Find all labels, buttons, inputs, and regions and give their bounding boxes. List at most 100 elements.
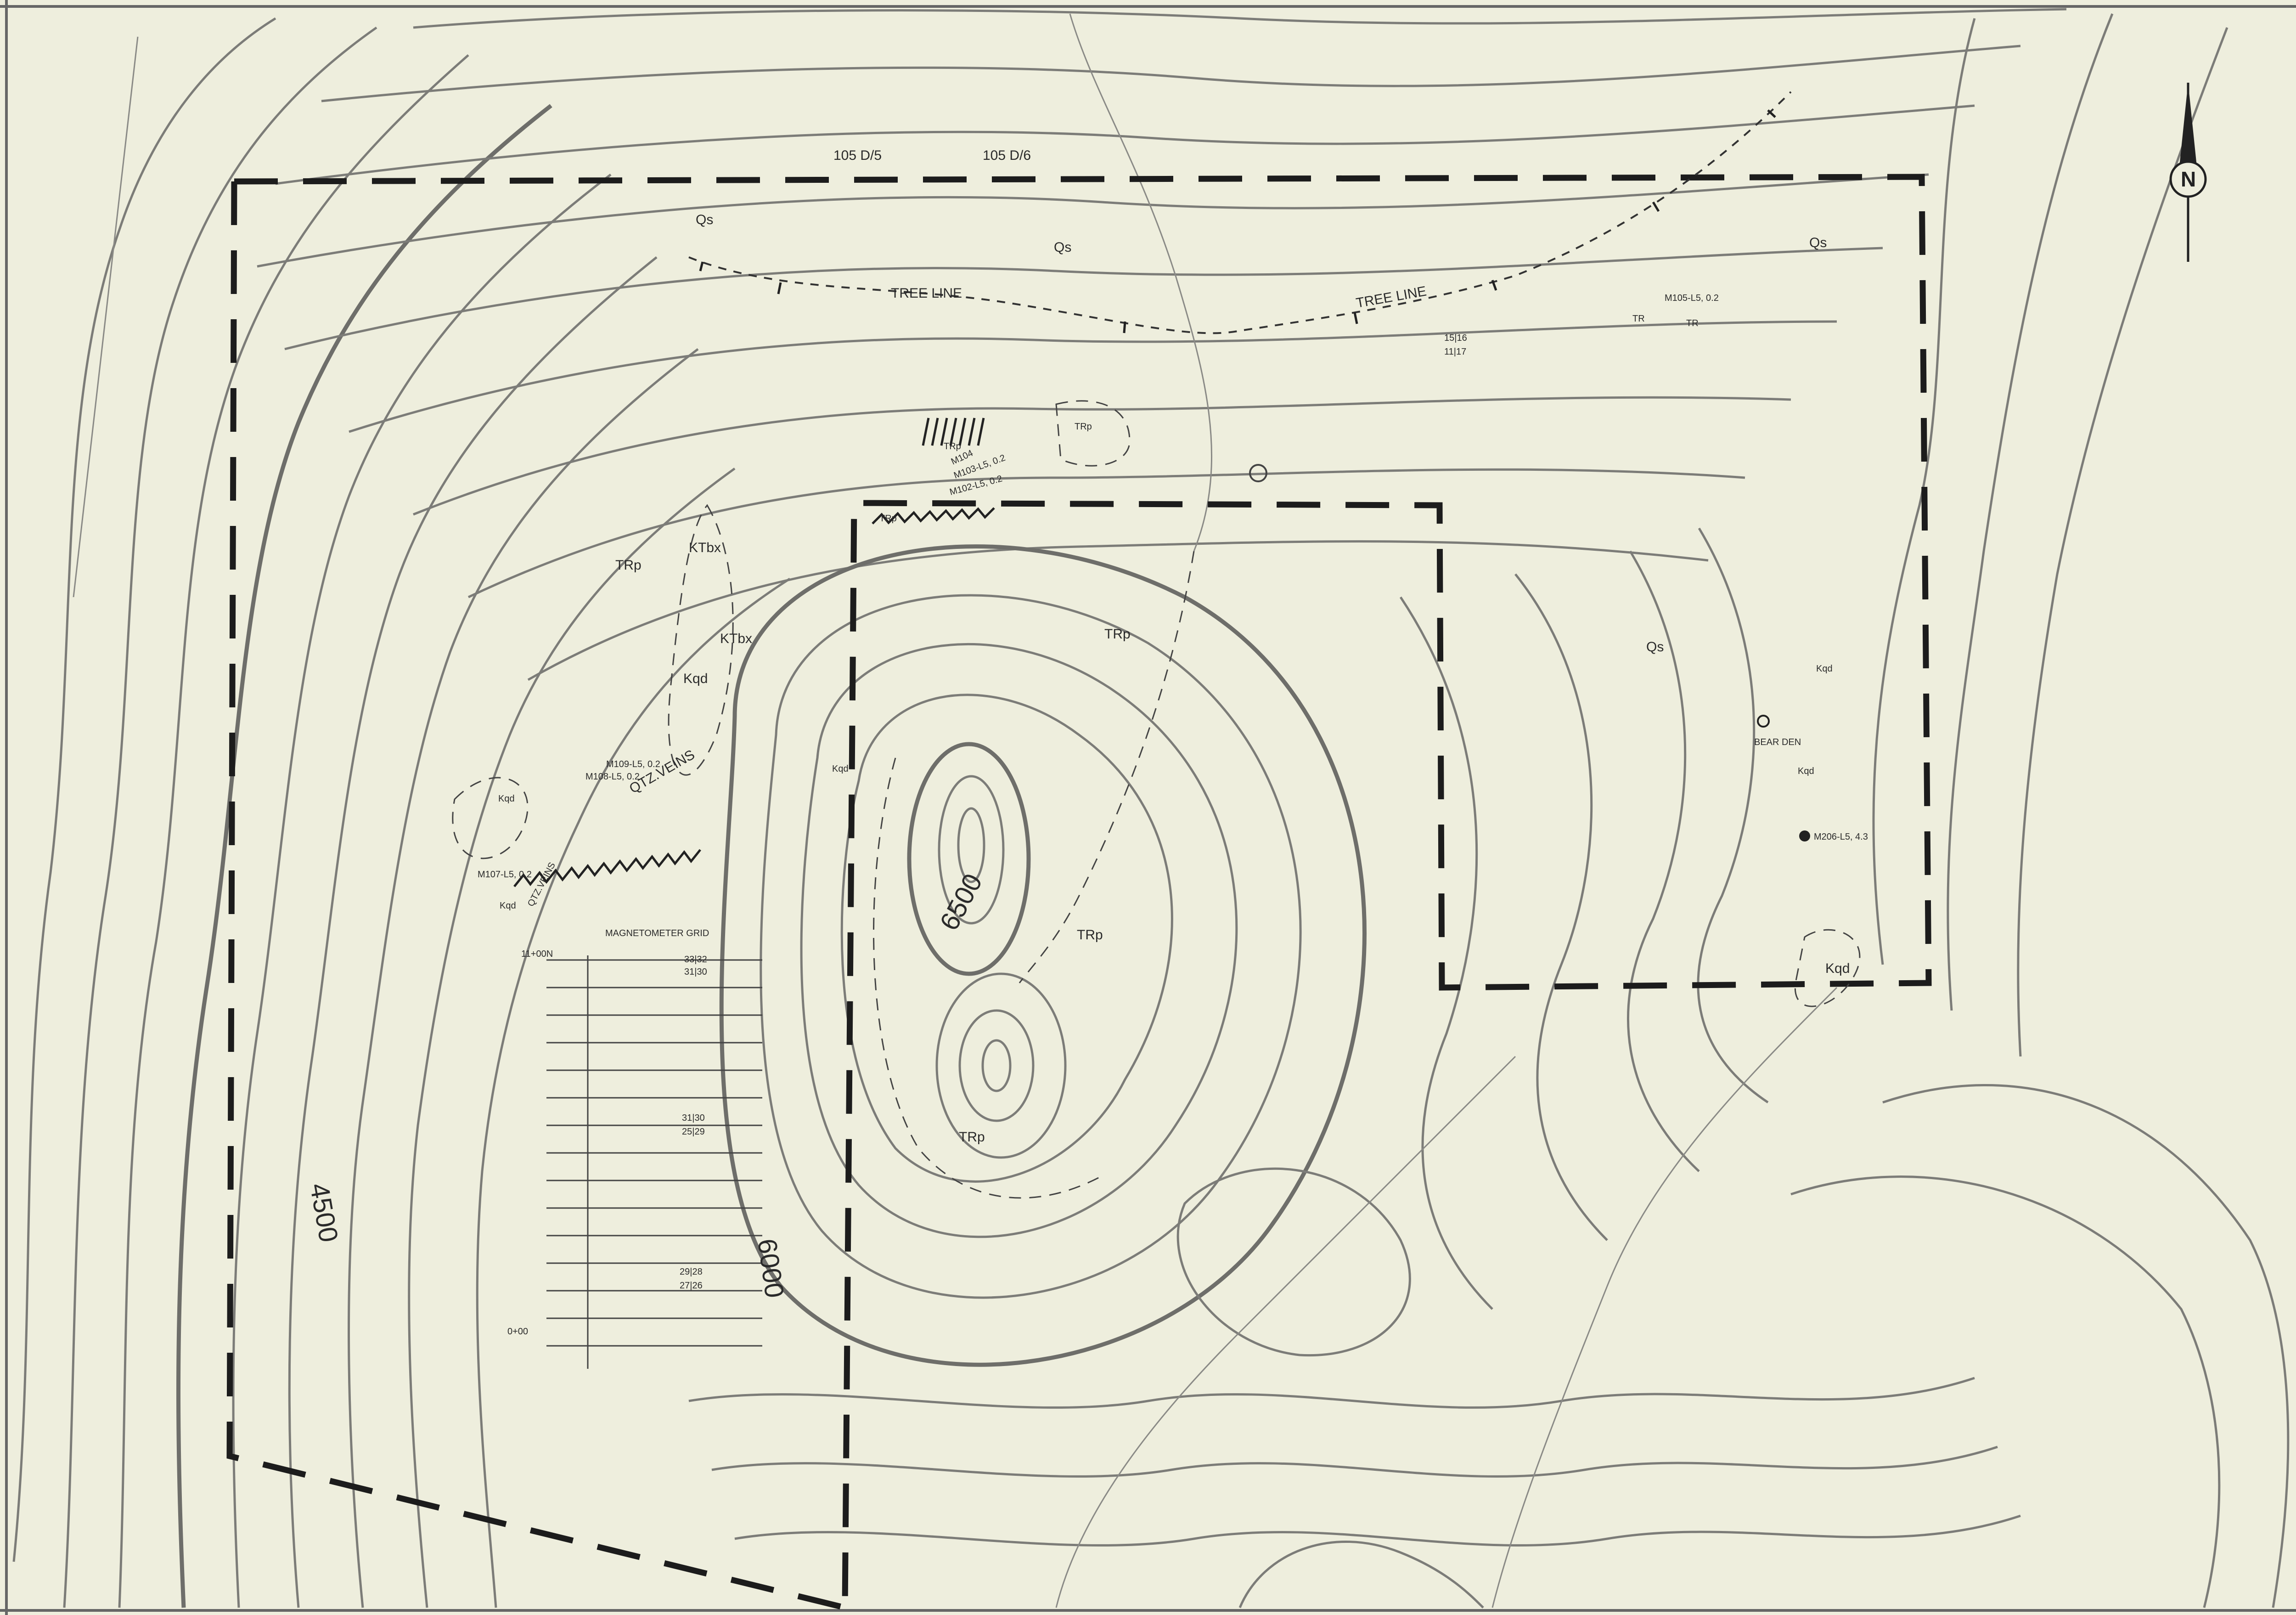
tree-tick <box>699 261 704 271</box>
unit-label-trp: TRp <box>959 1129 985 1145</box>
contour-line <box>349 320 1837 433</box>
unit-label-qs: Qs <box>1646 639 1664 655</box>
unit-label-kqd: Kqd <box>832 764 849 774</box>
tree-tick <box>1353 312 1358 324</box>
contour-line <box>63 26 377 1608</box>
contour-summit-2 <box>958 1009 1035 1122</box>
sample-label: M206-L5, 4.3 <box>1814 832 1868 842</box>
contours-west <box>12 17 791 1608</box>
contour-line <box>1627 550 1700 1172</box>
unit-label-tr: TR <box>1686 318 1699 328</box>
tree-line-path <box>688 91 1792 334</box>
unit-label-kqd: Kqd <box>683 671 708 686</box>
unit-label-ktbx: KTbx <box>720 631 752 646</box>
qtz-vein-trace <box>872 507 995 525</box>
stream <box>73 36 139 598</box>
contours-north <box>257 8 2067 681</box>
contour-index-6000 <box>719 544 1367 1367</box>
contour-line <box>1872 18 1976 965</box>
contour-line <box>711 1446 1998 1478</box>
grid-station-label: 0+00 <box>507 1327 528 1337</box>
mag-reading: 33|32 <box>684 954 707 965</box>
sample-label: M108-L5, 0.2 <box>585 772 640 782</box>
contour-line <box>1697 527 1769 1104</box>
contour-line <box>413 396 1791 516</box>
unit-label-trp: TRp <box>1077 927 1103 943</box>
north-arrow-circle <box>2169 160 2207 198</box>
contour-summit-2 <box>981 1039 1012 1092</box>
unit-label-qs: Qs <box>1054 240 1071 255</box>
unit-label-trp: TRp <box>1104 627 1131 642</box>
contour-line <box>232 174 612 1608</box>
unit-label-kqd: Kqd <box>1825 961 1850 976</box>
claim-boundary-west <box>226 181 846 1611</box>
contour-index-4500 <box>176 104 552 1608</box>
contour-index-6500 <box>907 742 1031 976</box>
sample-label: M105-L5, 0.2 <box>1665 293 1719 303</box>
north-arrow-label: N <box>2181 167 2196 191</box>
mag-reading: 31|30 <box>682 1113 705 1123</box>
contour-depression <box>1176 1167 1411 1357</box>
bear-den-label: BEAR DEN <box>1754 737 1801 747</box>
tree-line-label: TREE LINE <box>891 286 962 301</box>
tree-tick <box>1767 109 1776 118</box>
contact-trp <box>1055 400 1131 467</box>
drainage <box>73 13 1838 1608</box>
contour-line <box>688 1377 1975 1409</box>
qtz-vein-zone <box>513 418 995 887</box>
contours-south <box>688 1377 2021 1609</box>
contour-line <box>467 468 1745 599</box>
mag-reading: 31|30 <box>684 967 707 977</box>
contour-line <box>1790 1175 2221 1608</box>
contour-line <box>12 17 276 1562</box>
unit-label-kqd: Kqd <box>1798 766 1814 776</box>
fault-line <box>1019 551 1195 983</box>
contour-line <box>527 540 1709 681</box>
unit-label-tr: TR <box>1632 314 1645 324</box>
contours-summit <box>719 544 1411 1367</box>
stream <box>1055 1056 1516 1608</box>
contour-line <box>800 643 1238 1238</box>
unit-label-trp: TRp <box>615 558 642 573</box>
sample-label: M109-L5, 0.2 <box>606 759 660 769</box>
grid-station-label: 11+00N <box>521 949 553 959</box>
contour-summit-1 <box>957 807 985 883</box>
magnetometer-grid-label: MAGNETOMETER GRID <box>605 928 709 938</box>
magnetometer-grid <box>546 955 762 1369</box>
contacts <box>452 400 1861 1199</box>
contour-line <box>284 247 1883 350</box>
contour-line <box>118 54 469 1608</box>
attitude-reading: 11|17 <box>1444 347 1466 357</box>
claim-boundaries <box>226 174 1932 1611</box>
unit-label-trp: TRp <box>879 514 897 524</box>
contact-kqd <box>1794 929 1861 1007</box>
sample-point-icon <box>1799 830 1810 841</box>
contour-line <box>288 256 658 1608</box>
stream <box>1491 987 1838 1608</box>
unit-label-qs: Qs <box>1809 235 1827 250</box>
contact-line <box>873 757 1103 1199</box>
contact-kqd <box>668 504 734 776</box>
hatched-zone <box>922 418 985 446</box>
contour-line <box>413 8 2067 29</box>
unit-label-ktbx: KTbx <box>689 540 721 555</box>
contact-kqd <box>452 777 529 859</box>
claim-boundary-north <box>234 174 1932 1608</box>
unit-label-trp: TRp <box>1075 422 1092 432</box>
bear-den-icon <box>1757 715 1770 728</box>
contour-line <box>1947 13 2114 1011</box>
qtz-vein-trace <box>513 849 701 887</box>
contours-east <box>1399 13 2290 1608</box>
contour-summit-2 <box>935 972 1067 1159</box>
unit-label-kqd: Kqd <box>500 901 516 911</box>
stream <box>1069 13 1213 552</box>
mag-reading: 29|28 <box>680 1267 703 1277</box>
contour-line <box>476 577 791 1608</box>
contour-line <box>2017 27 2228 1057</box>
tree-tick <box>1123 321 1126 333</box>
tree-tick <box>1652 201 1660 212</box>
unit-label-qs: Qs <box>696 212 713 227</box>
